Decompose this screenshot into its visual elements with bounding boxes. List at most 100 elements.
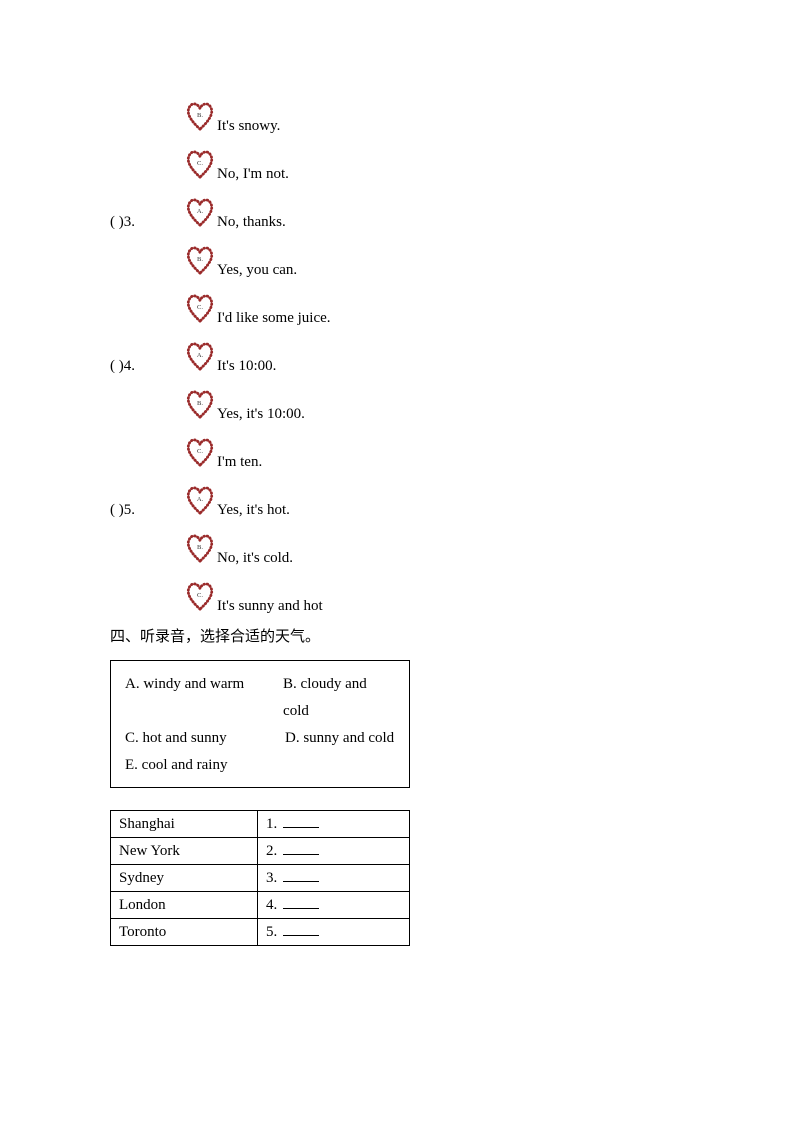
option-row: B. Yes, it's 10:00. bbox=[110, 383, 683, 427]
heart-bullet-icon: B. bbox=[185, 386, 215, 422]
fill-in-blank[interactable] bbox=[283, 815, 319, 828]
heart-letter: C. bbox=[197, 160, 203, 167]
heart-bullet-icon: C. bbox=[185, 290, 215, 326]
table-row: Sydney 3. bbox=[111, 865, 410, 892]
option-text: No, thanks. bbox=[217, 214, 286, 235]
question-prefix bbox=[110, 471, 185, 475]
option-text: It's sunny and hot bbox=[217, 598, 323, 619]
option-text: Yes, it's hot. bbox=[217, 502, 290, 523]
answer-cell: 5. bbox=[258, 919, 410, 946]
heart-bullet-icon: C. bbox=[185, 434, 215, 470]
option-text: I'm ten. bbox=[217, 454, 262, 475]
question-prefix bbox=[110, 423, 185, 427]
city-cell: Toronto bbox=[111, 919, 258, 946]
table-row: Toronto 5. bbox=[111, 919, 410, 946]
option-row: C. It's sunny and hot bbox=[110, 575, 683, 619]
question-prefix bbox=[110, 615, 185, 619]
heart-letter: B. bbox=[197, 112, 203, 119]
heart-bullet: A. bbox=[185, 194, 215, 235]
heart-bullet: C. bbox=[185, 290, 215, 331]
heart-letter: A. bbox=[197, 352, 204, 359]
option-A: A. windy and warm bbox=[125, 671, 283, 725]
fill-in-blank[interactable] bbox=[283, 869, 319, 882]
fill-in-blank[interactable] bbox=[283, 842, 319, 855]
heart-bullet: A. bbox=[185, 338, 215, 379]
option-row: C. I'd like some juice. bbox=[110, 287, 683, 331]
city-cell: New York bbox=[111, 838, 258, 865]
heart-letter: B. bbox=[197, 544, 203, 551]
option-text: Yes, you can. bbox=[217, 262, 297, 283]
heart-bullet-icon: C. bbox=[185, 146, 215, 182]
heart-bullet: C. bbox=[185, 578, 215, 619]
table-row: London 4. bbox=[111, 892, 410, 919]
option-text: It's 10:00. bbox=[217, 358, 276, 379]
question-prefix: ( )3. bbox=[110, 214, 185, 235]
answer-cell: 3. bbox=[258, 865, 410, 892]
option-C: C. hot and sunny bbox=[125, 725, 285, 752]
answer-cell: 1. bbox=[258, 811, 410, 838]
answer-cell: 2. bbox=[258, 838, 410, 865]
option-row: C. No, I'm not. bbox=[110, 143, 683, 187]
option-row: ( )4. A. It's 10:00. bbox=[110, 335, 683, 379]
option-row: C. I'm ten. bbox=[110, 431, 683, 475]
table-row: New York 2. bbox=[111, 838, 410, 865]
question-prefix bbox=[110, 567, 185, 571]
option-row: B. No, it's cold. bbox=[110, 527, 683, 571]
option-text: No, I'm not. bbox=[217, 166, 289, 187]
heart-bullet: A. bbox=[185, 482, 215, 523]
answer-number: 2. bbox=[266, 843, 277, 859]
heart-bullet-icon: A. bbox=[185, 194, 215, 230]
heart-bullet-icon: A. bbox=[185, 482, 215, 518]
answer-cell: 4. bbox=[258, 892, 410, 919]
city-weather-table: Shanghai1. New York2. Sydney3. London4. … bbox=[110, 810, 410, 946]
city-cell: Shanghai bbox=[111, 811, 258, 838]
section-4-title: 四、听录音，选择合适的天气。 bbox=[110, 625, 683, 646]
question-prefix bbox=[110, 327, 185, 331]
heart-bullet: C. bbox=[185, 146, 215, 187]
option-row: B. It's snowy. bbox=[110, 95, 683, 139]
question-prefix bbox=[110, 279, 185, 283]
heart-bullet: C. bbox=[185, 434, 215, 475]
heart-bullet-icon: B. bbox=[185, 530, 215, 566]
weather-options-box: A. windy and warm B. cloudy and cold C. … bbox=[110, 660, 410, 788]
fill-in-blank[interactable] bbox=[283, 923, 319, 936]
heart-bullet-icon: C. bbox=[185, 578, 215, 614]
option-text: I'd like some juice. bbox=[217, 310, 331, 331]
answer-number: 1. bbox=[266, 816, 277, 832]
city-cell: London bbox=[111, 892, 258, 919]
option-E: E. cool and rainy bbox=[125, 752, 285, 779]
city-cell: Sydney bbox=[111, 865, 258, 892]
table-row: Shanghai 1. bbox=[111, 811, 410, 838]
answer-number: 5. bbox=[266, 924, 277, 940]
worksheet-page: B. It's snowy. C. No, I'm not.( )3. A. N… bbox=[0, 0, 793, 1006]
question-prefix bbox=[110, 135, 185, 139]
option-text: No, it's cold. bbox=[217, 550, 293, 571]
option-text: Yes, it's 10:00. bbox=[217, 406, 305, 427]
heart-bullet: B. bbox=[185, 386, 215, 427]
question-prefix bbox=[110, 183, 185, 187]
option-B: B. cloudy and cold bbox=[283, 671, 395, 725]
heart-bullet: B. bbox=[185, 98, 215, 139]
heart-bullet-icon: A. bbox=[185, 338, 215, 374]
option-D: D. sunny and cold bbox=[285, 725, 394, 752]
option-row: ( )3. A. No, thanks. bbox=[110, 191, 683, 235]
option-row: B. Yes, you can. bbox=[110, 239, 683, 283]
heart-letter: B. bbox=[197, 256, 203, 263]
heart-bullet-icon: B. bbox=[185, 242, 215, 278]
heart-letter: B. bbox=[197, 400, 203, 407]
heart-letter: A. bbox=[197, 496, 204, 503]
heart-bullet-icon: B. bbox=[185, 98, 215, 134]
heart-letter: C. bbox=[197, 304, 203, 311]
answer-number: 3. bbox=[266, 870, 277, 886]
option-text: It's snowy. bbox=[217, 118, 280, 139]
heart-letter: C. bbox=[197, 448, 203, 455]
option-row: ( )5. A. Yes, it's hot. bbox=[110, 479, 683, 523]
question-prefix: ( )5. bbox=[110, 502, 185, 523]
question-prefix: ( )4. bbox=[110, 358, 185, 379]
answer-number: 4. bbox=[266, 897, 277, 913]
questions-list: B. It's snowy. C. No, I'm not.( )3. A. N… bbox=[110, 95, 683, 619]
heart-bullet: B. bbox=[185, 530, 215, 571]
fill-in-blank[interactable] bbox=[283, 896, 319, 909]
heart-letter: A. bbox=[197, 208, 204, 215]
heart-letter: C. bbox=[197, 592, 203, 599]
